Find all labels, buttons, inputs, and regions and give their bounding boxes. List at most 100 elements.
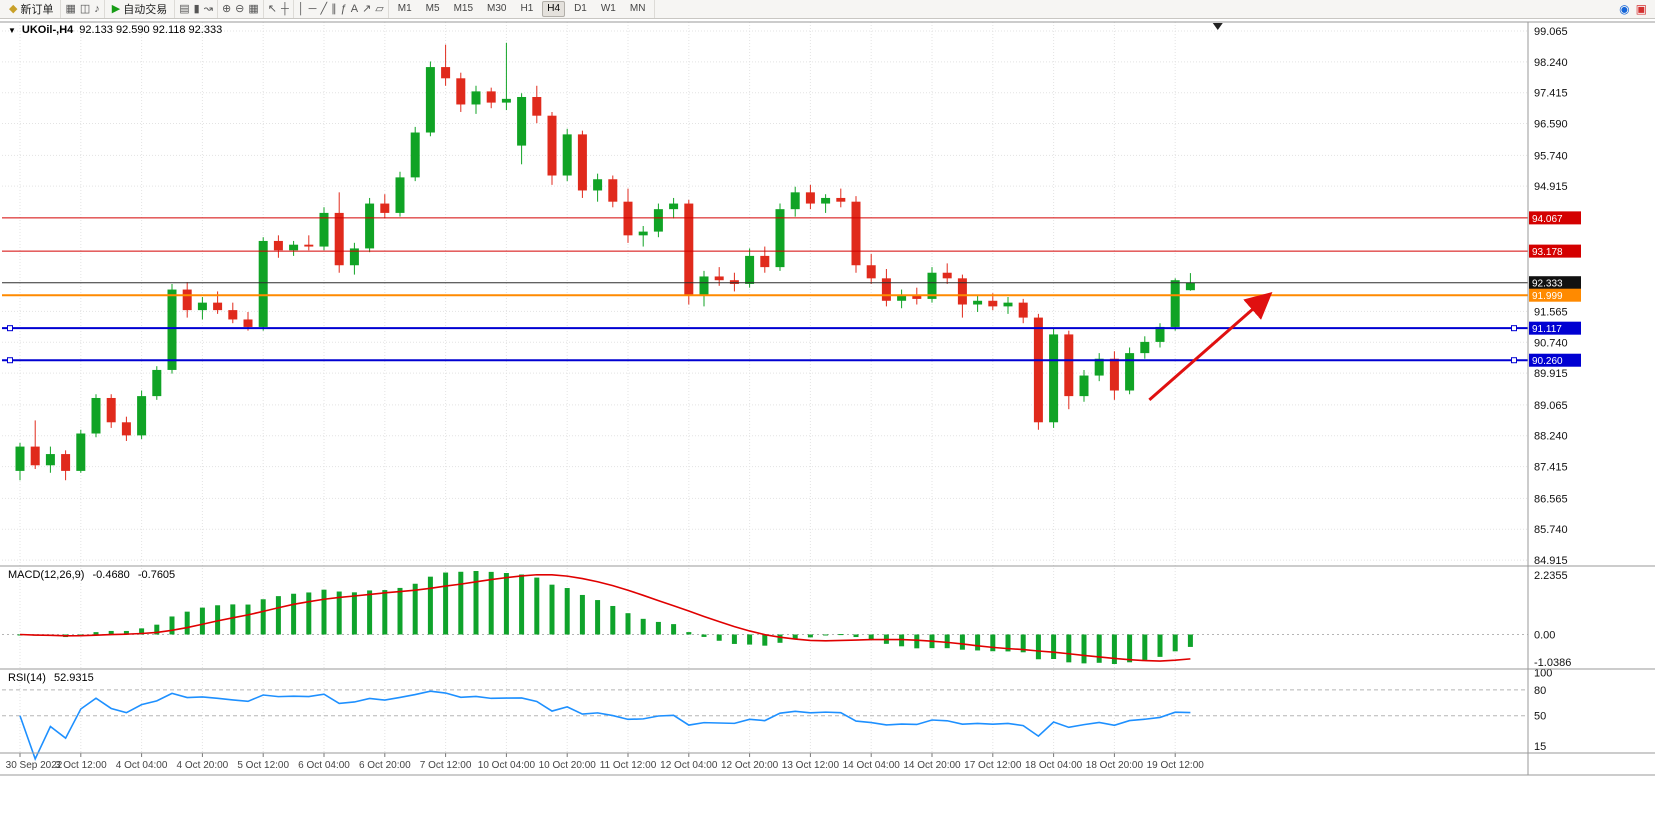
tf-m30-button[interactable]: M30	[487, 3, 507, 14]
horizontal-line-icon[interactable]: ─	[308, 3, 317, 15]
notification-icon[interactable]: ▣	[1635, 2, 1647, 16]
tf-mn-button[interactable]: MN	[629, 3, 646, 14]
time-axis-label: 14 Oct 20:00	[903, 760, 961, 771]
alerts-icon[interactable]: ♪	[94, 3, 100, 15]
macd-bar	[1035, 634, 1041, 660]
tf-m5-button[interactable]: M5	[425, 3, 440, 14]
charts-grid-icon[interactable]: ▦	[65, 3, 76, 15]
time-axis-label: 18 Oct 04:00	[1025, 760, 1083, 771]
trend-arrow-annotation[interactable]	[1148, 291, 1273, 401]
candle-body	[213, 302, 223, 311]
macd-bar	[990, 634, 996, 652]
search-icon[interactable]: ◉	[1619, 2, 1630, 16]
price-tick-label: 87.415	[1534, 462, 1568, 474]
macd-bar	[853, 634, 859, 638]
time-axis-label: 18 Oct 20:00	[1086, 760, 1144, 771]
time-axis-label: 6 Oct 20:00	[359, 760, 411, 771]
candle-body	[1109, 358, 1119, 391]
tf-h1-button[interactable]: H1	[520, 3, 534, 14]
support-line-2-handle[interactable]	[1511, 357, 1517, 364]
candle-body	[61, 454, 71, 471]
candle-body	[912, 295, 922, 299]
candle-body	[608, 179, 618, 202]
candle-body	[410, 132, 420, 178]
candle-body	[760, 255, 770, 268]
macd-bar	[807, 634, 813, 638]
chart-window[interactable]: 94.067 93.178 92.333 91.999 91.117 90.260 99.0…	[0, 19, 1655, 819]
profiles-icon[interactable]: ◫	[79, 3, 91, 15]
macd-axis-label: 0.00	[1534, 629, 1555, 641]
fibonacci-icon[interactable]: ƒ	[340, 3, 347, 15]
candle-body	[957, 278, 967, 305]
support-line-1-handle[interactable]	[1511, 325, 1517, 332]
support-line-2-price-tag-label: 90.260	[1532, 356, 1563, 367]
trendline-icon[interactable]: ╱	[320, 3, 328, 15]
macd-bar	[488, 571, 494, 635]
time-axis-label: 10 Oct 20:00	[539, 760, 597, 771]
autotrading-play-icon: ▶	[111, 3, 121, 15]
crosshair-icon[interactable]: ┼	[281, 3, 289, 15]
macd-histogram	[17, 571, 1193, 664]
macd-bar	[199, 607, 205, 635]
time-axis-label: 13 Oct 12:00	[782, 760, 840, 771]
tf-d1-button[interactable]: D1	[574, 3, 587, 14]
macd-bar	[838, 634, 844, 636]
macd-bar	[944, 634, 950, 649]
macd-bar	[975, 634, 981, 651]
current-price-line-price-tag	[1529, 276, 1581, 290]
macd-signal-line	[19, 573, 1191, 662]
channel-icon[interactable]: ∥	[331, 3, 337, 15]
macd-bar	[427, 576, 433, 635]
macd-bar	[367, 590, 373, 635]
candle-body	[456, 78, 466, 105]
zoom-in-icon[interactable]: ⊕	[221, 3, 232, 15]
macd-bar	[336, 591, 342, 635]
candle-body	[1155, 326, 1165, 342]
candle-body	[1064, 334, 1074, 397]
macd-bar	[640, 618, 646, 635]
candle-body	[76, 433, 86, 471]
candle-body	[425, 67, 435, 133]
chart-shift-marker[interactable]	[1212, 23, 1223, 30]
candle-body	[684, 203, 694, 296]
arrows-tool-icon[interactable]: ↗	[362, 3, 372, 15]
vertical-line-icon[interactable]: │	[297, 3, 305, 15]
macd-bar	[215, 605, 221, 635]
candle-body	[471, 91, 481, 105]
zoom-out-icon[interactable]: ⊖	[235, 3, 245, 15]
tf-w1-button[interactable]: W1	[600, 3, 616, 14]
price-tick-label: 97.415	[1534, 88, 1568, 100]
support-line-1-handle[interactable]	[7, 325, 13, 332]
drawing-tools-group: │ ─ ╱ ∥ ƒ A ↗ ▱	[294, 0, 389, 18]
tf-h4-button[interactable]: H4	[542, 1, 566, 17]
cursor-icon[interactable]: ↖	[267, 3, 277, 15]
macd-bar	[351, 592, 357, 635]
shapes-tool-icon[interactable]: ▱	[375, 3, 384, 15]
bar-chart-icon[interactable]: ▤	[179, 3, 190, 15]
main-toolbar: ◆ 新订单 ▦ ◫ ♪ ▶ 自动交易 ▤ ▮ ↝ ⊕ ⊖ ▦ ↖ ┼ │ ─ ╱…	[0, 0, 1655, 19]
chart-menu-arrow-icon[interactable]: ▼	[8, 25, 16, 35]
candlestick-chart-icon[interactable]: ▮	[193, 3, 200, 15]
candle-body	[1018, 302, 1028, 318]
line-chart-icon[interactable]: ↝	[203, 3, 213, 15]
candle-body	[501, 98, 511, 103]
tf-m1-button[interactable]: M1	[397, 3, 412, 14]
tile-windows-icon[interactable]: ▦	[248, 3, 259, 15]
macd-bar	[823, 634, 829, 636]
new-order-button[interactable]: ◆ 新订单	[6, 1, 56, 17]
macd-bar	[93, 632, 99, 635]
macd-bar	[123, 630, 129, 635]
macd-bar	[1020, 634, 1026, 653]
candle-body	[121, 422, 131, 436]
support-line-2-handle[interactable]	[7, 357, 13, 364]
new-order-icon: ◆	[9, 3, 18, 15]
autotrading-button[interactable]: ▶ 自动交易	[109, 1, 170, 17]
current-price-line-price-tag-label: 92.333	[1532, 279, 1563, 290]
candle-body	[1094, 358, 1104, 376]
macd-bar	[260, 599, 266, 635]
tf-m15-button[interactable]: M15	[453, 3, 474, 14]
text-tool-icon[interactable]: A	[350, 3, 359, 15]
time-axis-label: 11 Oct 12:00	[600, 760, 657, 771]
candle-body	[273, 240, 283, 251]
